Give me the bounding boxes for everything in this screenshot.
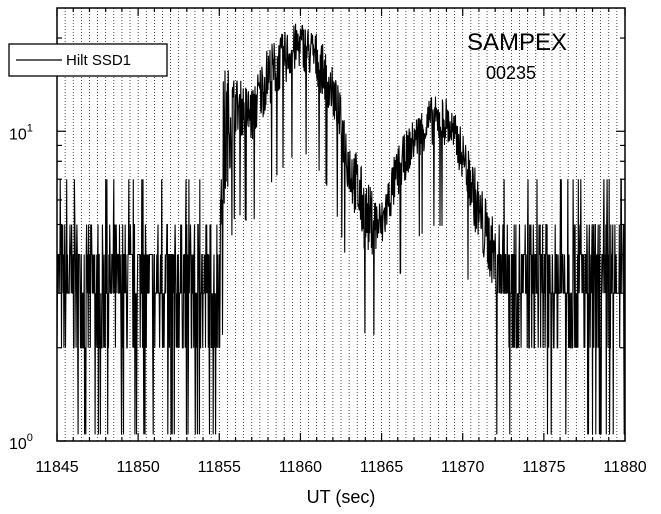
legend-entry: Hilt SSD1 <box>66 52 131 69</box>
axis-ticks <box>56 8 626 442</box>
y-tick-labels: 100 101 <box>9 122 33 453</box>
x-tick-label: 11865 <box>360 459 403 476</box>
x-tick-label: 11855 <box>198 459 241 476</box>
legend: Hilt SSD1 <box>8 43 168 77</box>
x-tick-label: 11875 <box>522 459 565 476</box>
x-tick-labels: 11845 11850 11855 11860 11865 11870 11875 11880 <box>35 459 646 476</box>
x-tick-label: 11860 <box>279 459 322 476</box>
series-line-hilt-ssd1 <box>56 23 626 435</box>
x-axis-label: UT (sec) <box>307 487 376 507</box>
annotation-sampex: SAMPEX <box>467 29 567 56</box>
y-tick-label: 101 <box>9 122 33 143</box>
annotation-orbit: 00235 <box>486 63 536 83</box>
x-tick-label: 11870 <box>441 459 484 476</box>
series-layer <box>56 23 626 435</box>
grid-lines <box>64 8 618 441</box>
x-tick-label: 11880 <box>603 459 646 476</box>
x-tick-label: 11845 <box>35 459 78 476</box>
x-tick-label: 11850 <box>116 459 159 476</box>
y-tick-label: 100 <box>9 432 33 453</box>
